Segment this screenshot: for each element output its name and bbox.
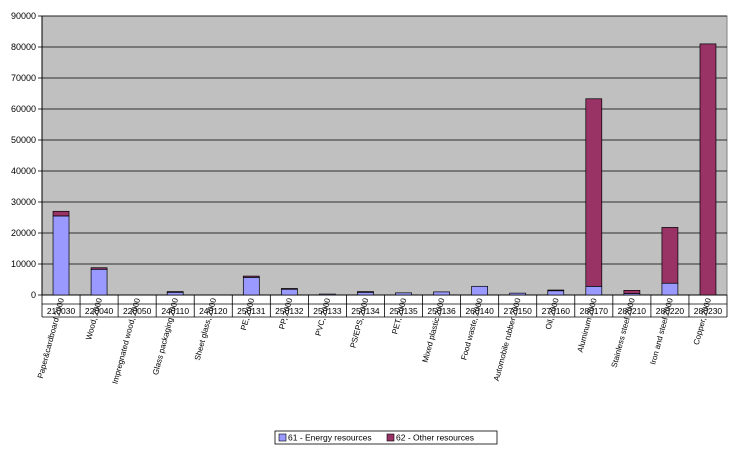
bar-energy-resources	[585, 285, 603, 296]
y-tick-label: 0	[31, 290, 36, 300]
bar-energy-resources	[90, 268, 108, 296]
bar-other-resources	[281, 288, 298, 290]
bar-other-resources	[699, 43, 717, 296]
x-code-label: 220050	[123, 306, 152, 316]
bar-other-resources	[547, 289, 565, 292]
bar-other-resources	[623, 290, 641, 294]
x-code-label: 260140	[465, 306, 494, 316]
y-tick-label: 60000	[11, 104, 36, 114]
y-tick-label: 20000	[11, 228, 36, 238]
y-tick-label: 90000	[11, 11, 36, 21]
x-code-label: 270150	[504, 306, 533, 316]
bar-energy-resources	[433, 291, 450, 296]
x-code-label: 280230	[694, 306, 723, 316]
y-tick-label: 40000	[11, 166, 36, 176]
x-code-label: 280170	[580, 306, 609, 316]
x-code-label: 250134	[351, 306, 380, 316]
bar-other-resources	[90, 267, 108, 270]
bar-energy-resources	[395, 292, 412, 296]
bar-energy-resources	[319, 293, 336, 296]
x-code-label: 250136	[427, 306, 456, 316]
bar-energy-resources	[471, 285, 488, 296]
x-code-label: 280220	[656, 306, 685, 316]
bar-other-resources	[52, 210, 70, 217]
bar-energy-resources	[281, 288, 298, 296]
bar-other-resources	[585, 98, 603, 287]
legend-box	[274, 430, 498, 445]
x-code-label: 220040	[85, 306, 114, 316]
x-category-label: PS/EPS, 2000	[348, 297, 370, 349]
bar-other-resources	[166, 291, 184, 293]
bar-other-resources	[242, 275, 260, 278]
x-code-label: 280210	[618, 306, 647, 316]
bar-energy-resources	[547, 290, 565, 296]
legend-swatch	[278, 433, 287, 442]
y-tick-label: 50000	[11, 135, 36, 145]
bar-energy-resources	[509, 292, 527, 296]
x-code-label: 270160	[542, 306, 571, 316]
bar-other-resources	[661, 227, 679, 284]
plot-area	[41, 15, 728, 296]
bar-energy-resources	[52, 215, 70, 296]
x-code-label: 240110	[161, 306, 189, 316]
x-code-label: 250135	[389, 306, 418, 316]
y-tick-label: 30000	[11, 197, 36, 207]
bar-energy-resources	[242, 276, 260, 296]
legend-label: 62 - Other resources	[396, 433, 474, 443]
legend-label: 61 - Energy resources	[288, 433, 372, 443]
y-tick-label: 10000	[11, 259, 36, 269]
x-code-label: 240120	[199, 306, 228, 316]
x-category-label: Wood, 2000	[84, 297, 104, 341]
x-code-label: 250131	[237, 306, 266, 316]
y-tick-label: 70000	[11, 73, 36, 83]
x-code-label: 250133	[313, 306, 342, 316]
y-tick-label: 80000	[11, 42, 36, 52]
x-code-label: 210030	[47, 306, 76, 316]
bar-other-resources	[357, 291, 374, 293]
x-code-label: 250132	[275, 306, 304, 316]
bar-energy-resources	[661, 282, 679, 296]
legend-swatch	[386, 433, 395, 442]
